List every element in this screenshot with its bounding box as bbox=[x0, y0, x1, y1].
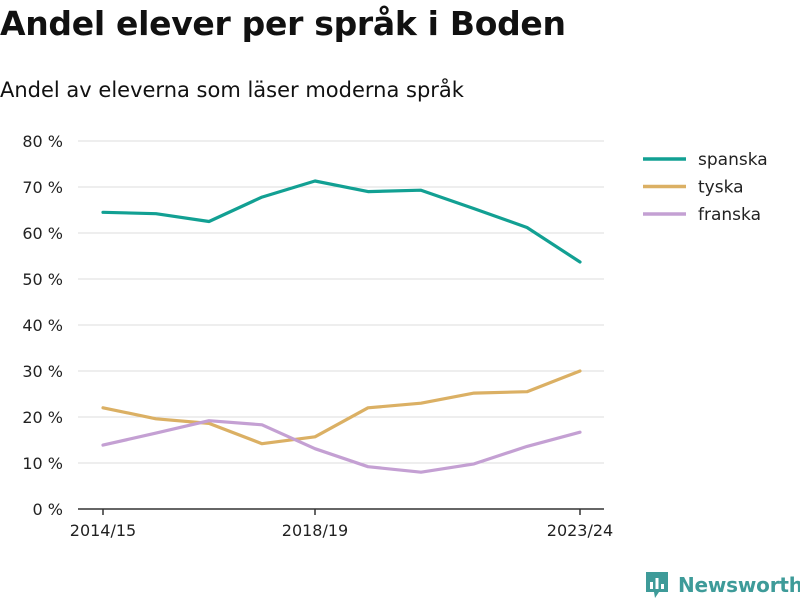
y-axis: 0 % 10 % 20 % 30 % 40 % 50 % 60 % 70 % 80 % bbox=[22, 132, 63, 519]
line-chart: 0 % 10 % 20 % 30 % 40 % 50 % 60 % 70 % 80 % 2014… bbox=[22, 132, 768, 540]
y-tick-label: 70 % bbox=[22, 178, 63, 197]
y-tick-label: 30 % bbox=[22, 362, 63, 381]
series-line-franska bbox=[101, 419, 582, 474]
legend-label-tyska: tyska bbox=[698, 178, 744, 198]
chart-subtitle: Andel av eleverna som läser moderna språ… bbox=[0, 78, 464, 102]
x-tick-label: 2014/15 bbox=[70, 521, 136, 540]
gridlines bbox=[78, 140, 604, 464]
y-tick-label: 60 % bbox=[22, 224, 63, 243]
series-lines bbox=[101, 179, 582, 474]
legend-label-spanska: spanska bbox=[698, 150, 768, 170]
y-tick-label: 20 % bbox=[22, 408, 63, 427]
series-line-spanska bbox=[101, 179, 582, 264]
x-tick-label: 2023/24 bbox=[547, 521, 613, 540]
x-axis: 2014/15 2018/19 2023/24 bbox=[70, 508, 613, 540]
chart-title: Andel elever per språk i Boden bbox=[0, 4, 566, 43]
y-tick-label: 10 % bbox=[22, 454, 63, 473]
x-tick-label: 2018/19 bbox=[282, 521, 348, 540]
brand-name: Newsworthy bbox=[678, 573, 800, 597]
newsworthy-logo-icon bbox=[646, 572, 668, 598]
legend-label-franska: franska bbox=[698, 205, 761, 225]
brand-footer: Newsworthy bbox=[644, 569, 800, 601]
series-line-tyska bbox=[101, 369, 582, 446]
legend: spanska tyska franska bbox=[643, 150, 768, 225]
y-tick-label: 0 % bbox=[33, 500, 63, 519]
y-tick-label: 50 % bbox=[22, 270, 63, 289]
y-tick-label: 80 % bbox=[22, 132, 63, 151]
y-tick-label: 40 % bbox=[22, 316, 63, 335]
